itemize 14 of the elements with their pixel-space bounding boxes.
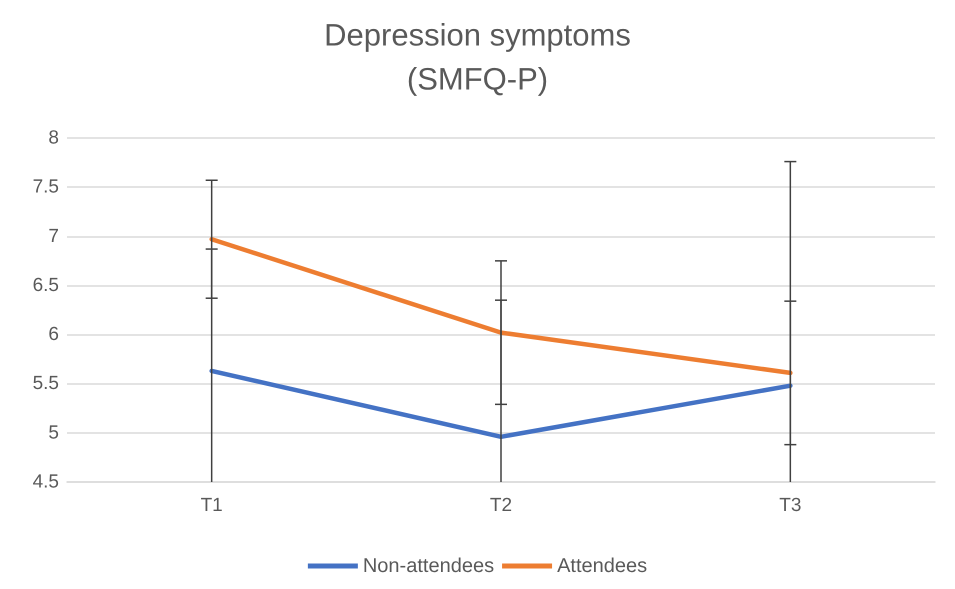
legend-label: Attendees [557,555,648,577]
x-tick-label: T2 [490,495,512,516]
chart-title: Depression symptoms (SMFQ-P) [324,18,631,96]
y-tick-label: 6 [48,324,59,346]
y-tick-label: 5.5 [32,373,59,394]
y-tick-label: 4.5 [32,472,59,492]
y-tick-label: 6.5 [32,274,59,296]
legend-label: Non-attendees [362,555,494,577]
x-tick-label: T1 [200,495,223,516]
y-tick-label: 7.5 [32,176,59,198]
y-tick-label: 5 [48,422,59,444]
y-tick-label: 8 [48,128,59,148]
y-tick-label: 7 [48,226,59,247]
x-tick-label: T3 [779,495,802,516]
